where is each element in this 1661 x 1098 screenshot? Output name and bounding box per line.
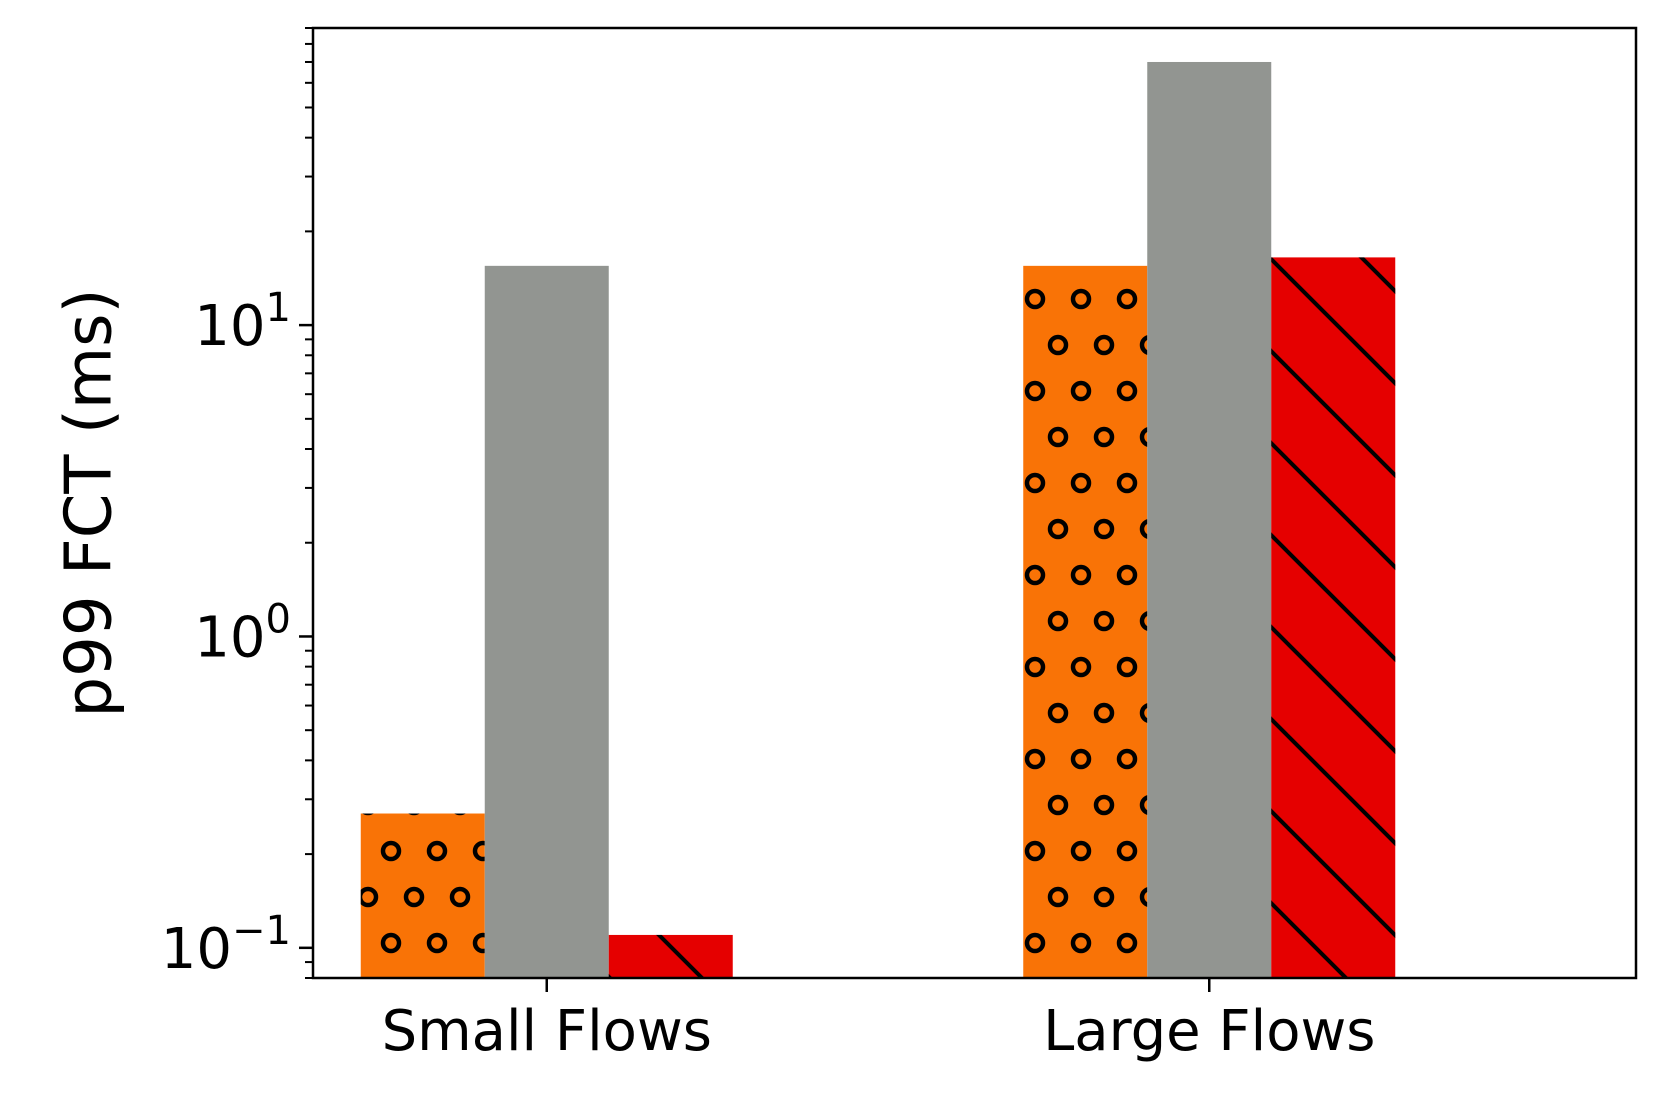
y-tick-label: 100 xyxy=(194,596,291,670)
y-axis-ticks: 10−1 100 101 xyxy=(161,27,313,982)
bar-large-flows-series-2 xyxy=(1147,61,1272,979)
x-tick-label: Large Flows xyxy=(1043,999,1375,1064)
y-tick-label: 101 xyxy=(194,285,291,359)
y-tick-label: 10−1 xyxy=(161,908,291,982)
x-tick-label: Small Flows xyxy=(382,999,712,1064)
bar-hatch-small-flows-series-3 xyxy=(608,934,733,978)
bar-hatch-large-flows-series-3 xyxy=(1271,257,1396,978)
plot-frame xyxy=(311,26,1638,980)
bar-hatch-large-flows-series-1 xyxy=(1023,265,1148,978)
bars-layer xyxy=(360,61,1396,979)
y-axis-label: p99 FCT (ms) xyxy=(52,289,126,718)
bar-hatch-small-flows-series-1 xyxy=(360,813,485,978)
bar-small-flows-series-2 xyxy=(484,265,609,978)
x-axis-ticks: Small Flows Large Flows xyxy=(382,978,1375,1064)
